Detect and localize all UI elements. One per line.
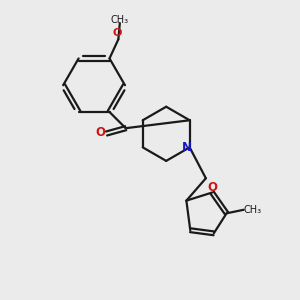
Text: CH₃: CH₃ (111, 15, 129, 25)
Text: N: N (182, 141, 192, 154)
Text: CH₃: CH₃ (244, 205, 262, 215)
Text: O: O (207, 181, 217, 194)
Text: O: O (112, 28, 122, 38)
Text: O: O (95, 126, 105, 140)
